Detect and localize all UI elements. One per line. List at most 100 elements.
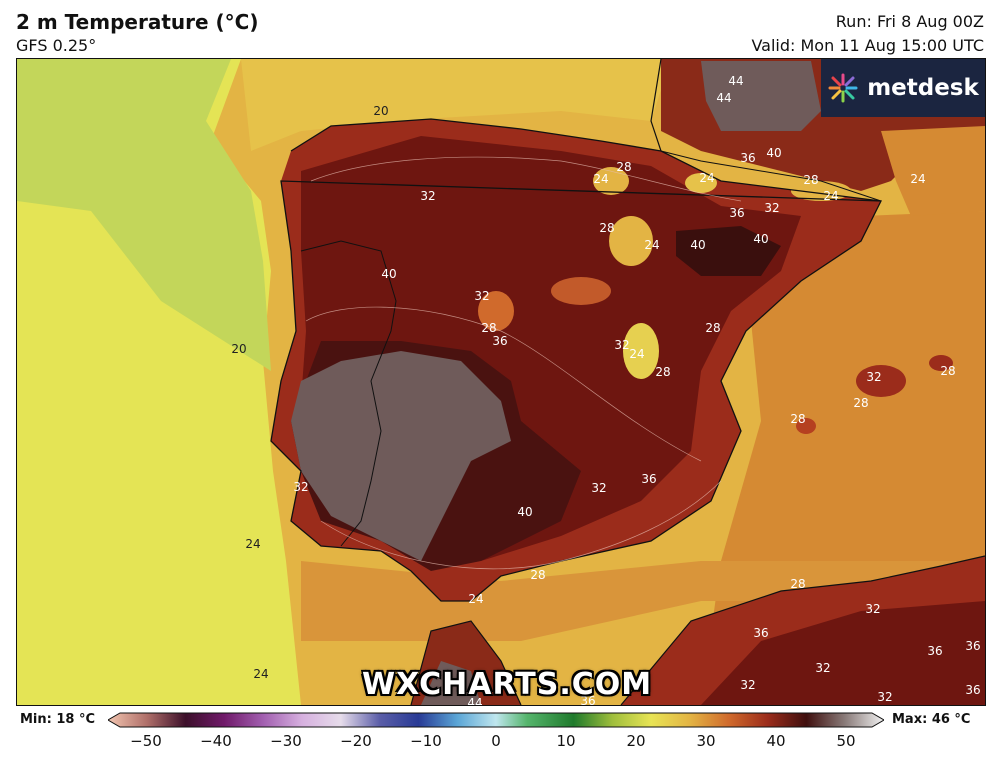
valid-time: Valid: Mon 11 Aug 15:00 UTC <box>751 36 984 55</box>
colorbar-tick-label: 0 <box>491 732 501 750</box>
isotherm-line <box>305 306 702 462</box>
cool-patch-1 <box>609 216 653 266</box>
sea-green-field <box>17 59 271 371</box>
colorbar-tick-label: −20 <box>340 732 372 750</box>
contour-label: 36 <box>492 334 507 348</box>
sea-cool-field-north <box>241 59 671 151</box>
contour-label: 24 <box>823 189 838 203</box>
contour-label: 20 <box>231 342 246 356</box>
contour-label: 28 <box>790 577 805 591</box>
coastline-iberia <box>270 118 883 602</box>
land-morocco-peak <box>421 661 481 705</box>
contour-label: 24 <box>629 347 644 361</box>
contour-label: 28 <box>481 321 496 335</box>
contour-label: 36 <box>965 639 980 653</box>
contour-label: 24 <box>910 172 925 186</box>
cool-patch-6 <box>551 277 611 305</box>
model-label: GFS 0.25° <box>16 36 97 55</box>
island-menorca <box>929 355 953 371</box>
wxcharts-watermark: WXCHARTS.COM <box>362 667 653 702</box>
contour-label: 36 <box>753 626 768 640</box>
contour-label: 24 <box>644 238 659 252</box>
cool-patch-2 <box>623 323 659 379</box>
contour-label: 44 <box>728 74 743 88</box>
contour-label: 32 <box>591 481 606 495</box>
land-iberia-peak <box>291 351 511 561</box>
colorbar-tick-label: −40 <box>200 732 232 750</box>
coastline-france <box>650 59 662 152</box>
contour-label: 28 <box>705 321 720 335</box>
colorbar-tick-label: 20 <box>626 732 646 750</box>
colorbar-gradient <box>108 712 884 728</box>
contour-label: 32 <box>474 289 489 303</box>
metdesk-logo[interactable]: metdesk <box>821 59 985 117</box>
contour-label: 28 <box>803 173 818 187</box>
contour-label: 24 <box>245 537 260 551</box>
border-portugal <box>300 240 397 547</box>
cool-patch-5 <box>685 173 717 193</box>
contour-label: 32 <box>877 690 892 704</box>
contour-label: 28 <box>616 160 631 174</box>
land-france-southwest <box>881 126 985 216</box>
contour-label: 40 <box>381 267 396 281</box>
isotherm-line <box>310 156 742 202</box>
contour-label: 28 <box>530 568 545 582</box>
metdesk-logo-text: metdesk <box>867 75 979 101</box>
contour-label: 32 <box>764 201 779 215</box>
isotherm-line <box>320 480 722 570</box>
contour-label: 40 <box>766 146 781 160</box>
contour-label: 28 <box>940 364 955 378</box>
contour-label: 24 <box>253 667 268 681</box>
contour-label: 40 <box>690 238 705 252</box>
coastline-africa <box>410 555 985 705</box>
contour-label: 36 <box>580 694 595 705</box>
contour-label: 24 <box>699 171 714 185</box>
colorbar-tick-label: −30 <box>270 732 302 750</box>
contour-label: 36 <box>965 683 980 697</box>
border-france <box>660 150 882 202</box>
land-france-peak <box>701 61 821 131</box>
chart-title: 2 m Temperature (°C) <box>16 10 259 34</box>
colorbar-tick-label: 50 <box>836 732 856 750</box>
contour-label: 28 <box>790 412 805 426</box>
colorbar-tick-label: −10 <box>410 732 442 750</box>
temperature-map[interactable]: 20 20 32 40 32 28 36 28 24 28 24 24 36 40 44 44 36 32 28 24… <box>16 58 986 706</box>
run-time: Run: Fri 8 Aug 00Z <box>835 12 984 31</box>
contour-label: 44 <box>467 696 482 705</box>
contour-label: 36 <box>641 472 656 486</box>
contour-label: 40 <box>517 505 532 519</box>
contour-label: 24 <box>593 172 608 186</box>
colorbar: Min: 18 °C Max: 46 °C −50 −40 −30 −20 −10 0 10… <box>0 706 1000 766</box>
metdesk-logo-icon <box>828 73 858 103</box>
contour-label: 28 <box>853 396 868 410</box>
contour-label: 32 <box>293 480 308 494</box>
colorbar-tick-label: 30 <box>696 732 716 750</box>
contour-label: 32 <box>866 370 881 384</box>
contour-label: 36 <box>927 644 942 658</box>
contour-label: 24 <box>468 592 483 606</box>
colorbar-tick-label: 40 <box>766 732 786 750</box>
colorbar-tick-label: −50 <box>130 732 162 750</box>
contour-label: 40 <box>753 232 768 246</box>
contour-label: 32 <box>420 189 435 203</box>
contour-label: 32 <box>815 661 830 675</box>
contour-label: 44 <box>716 91 731 105</box>
contour-label: 28 <box>655 365 670 379</box>
island-ibiza <box>796 418 816 434</box>
max-temperature: Max: 46 °C <box>892 712 971 727</box>
contour-label: 32 <box>614 338 629 352</box>
island-mallorca <box>856 365 906 397</box>
contour-label: 36 <box>729 206 744 220</box>
contour-label: 32 <box>740 678 755 692</box>
contour-label: 28 <box>599 221 614 235</box>
cool-patch-4 <box>593 167 629 195</box>
contour-label: 20 <box>373 104 388 118</box>
contour-label: 32 <box>865 602 880 616</box>
cool-patch-3 <box>478 291 514 331</box>
land-ebro-hot <box>676 226 781 276</box>
min-temperature: Min: 18 °C <box>20 712 96 727</box>
colorbar-tick-label: 10 <box>556 732 576 750</box>
land-north-africa-hot <box>701 601 985 705</box>
